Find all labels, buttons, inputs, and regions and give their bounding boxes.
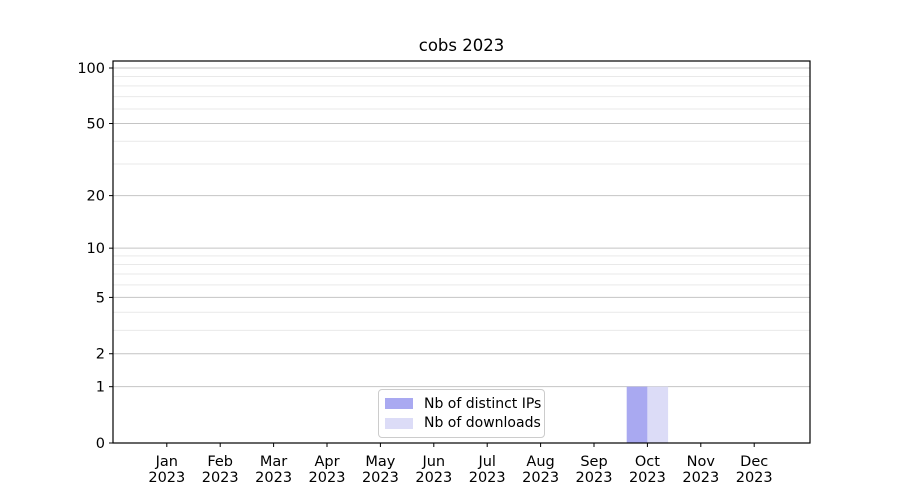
x-tick-label-year: 2023 <box>362 470 399 486</box>
y-tick-label: 1 <box>96 380 105 396</box>
legend-label-distinct-ips: Nb of distinct IPs <box>424 395 542 412</box>
y-tick-label: 20 <box>87 189 105 205</box>
x-tick-label-month: Jun <box>421 454 445 470</box>
y-tick-label: 10 <box>87 241 105 257</box>
x-tick-label-year: 2023 <box>522 470 559 486</box>
x-tick-label-year: 2023 <box>255 470 292 486</box>
chart-title: cobs 2023 <box>418 36 505 55</box>
x-tick-label-month: Mar <box>260 454 287 470</box>
x-tick-label-month: Oct <box>635 454 660 470</box>
legend-label-downloads: Nb of downloads <box>424 415 541 432</box>
x-tick-label-year: 2023 <box>576 470 613 486</box>
y-tick-label: 0 <box>96 436 105 452</box>
y-tick-label: 50 <box>87 117 105 133</box>
x-tick-label-year: 2023 <box>309 470 346 486</box>
x-tick-label-year: 2023 <box>736 470 773 486</box>
legend-item-downloads: Nb of downloads <box>385 415 541 432</box>
x-tick-label-year: 2023 <box>469 470 506 486</box>
x-tick-label-month: Feb <box>207 454 233 470</box>
legend: Nb of distinct IPs Nb of downloads <box>378 389 545 438</box>
x-tick-label-month: Aug <box>526 454 554 470</box>
x-tick-label-year: 2023 <box>415 470 452 486</box>
plot-border <box>112 60 811 444</box>
legend-item-distinct-ips: Nb of distinct IPs <box>385 395 542 412</box>
y-tick-label: 5 <box>96 290 105 306</box>
bar-oct-series0 <box>626 386 648 443</box>
y-tick-label: 2 <box>96 347 105 363</box>
x-tick-label-month: Jul <box>477 454 496 470</box>
bar-oct-series1 <box>647 386 669 443</box>
y-tick-label: 100 <box>77 61 105 77</box>
legend-swatch-distinct-ips <box>385 398 413 410</box>
x-tick-label-month: Jan <box>155 454 178 470</box>
x-tick-label-year: 2023 <box>202 470 239 486</box>
x-tick-label-year: 2023 <box>629 470 666 486</box>
x-tick-label-year: 2023 <box>682 470 719 486</box>
x-tick-label-month: Apr <box>314 454 339 470</box>
x-tick-label-year: 2023 <box>148 470 185 486</box>
x-tick-label-month: Nov <box>687 454 716 470</box>
x-tick-label-month: Sep <box>580 454 607 470</box>
x-tick-label-month: Dec <box>740 454 768 470</box>
x-tick-label-month: May <box>365 454 395 470</box>
legend-swatch-downloads <box>385 417 413 429</box>
